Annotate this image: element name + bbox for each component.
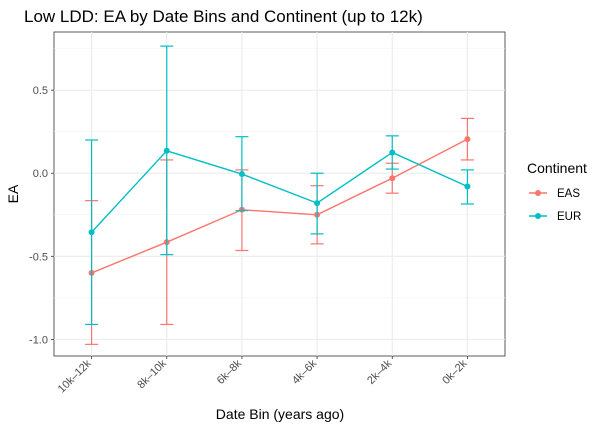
x-tick-label: 8k–10k [135,357,169,391]
y-tick-label: -0.5 [29,251,48,263]
legend-key-point [535,190,541,196]
x-tick-label: 4k–6k [290,357,320,387]
y-axis-ticks: -1.0 -0.5 0.0 0.5 [29,85,54,346]
legend-label: EUR [557,211,581,223]
series-line [91,150,468,233]
series-eur [85,45,474,326]
data-point [389,149,396,156]
x-tick-label: 0k–2k [440,357,470,387]
data-point [314,200,321,207]
data-point [389,175,396,182]
y-tick-label: 0.5 [33,85,48,97]
plot-panel [53,31,506,357]
legend-title: Continent [527,160,587,176]
y-axis-title: EA [5,184,21,203]
legend-key-point [535,213,541,219]
minor-gridlines [54,48,505,299]
y-tick-label: 0.0 [33,168,48,180]
x-tick-label: 6k–8k [215,357,245,387]
legend-item-eas: EAS [529,188,580,200]
x-tick-label: 2k–4k [365,357,395,387]
legend-label: EAS [557,188,580,200]
data-point [238,171,245,178]
y-tick-label: -1.0 [29,334,48,346]
series-line [91,138,468,274]
series-layer [85,45,474,345]
data-point [464,183,471,190]
data-point [464,136,471,143]
legend-item-eur: EUR [529,211,581,223]
data-point [163,147,170,154]
x-tick-label: 10k–12k [56,357,94,395]
x-axis-ticks: 10k–12k 8k–10k 6k–8k 4k–6k 2k–4k 0k–2k [56,356,470,396]
chart-title: Low LDD: EA by Date Bins and Continent (… [24,7,423,26]
data-point [88,229,95,236]
legend: Continent EAS EUR [527,160,587,223]
x-axis-title: Date Bin (years ago) [216,406,344,422]
